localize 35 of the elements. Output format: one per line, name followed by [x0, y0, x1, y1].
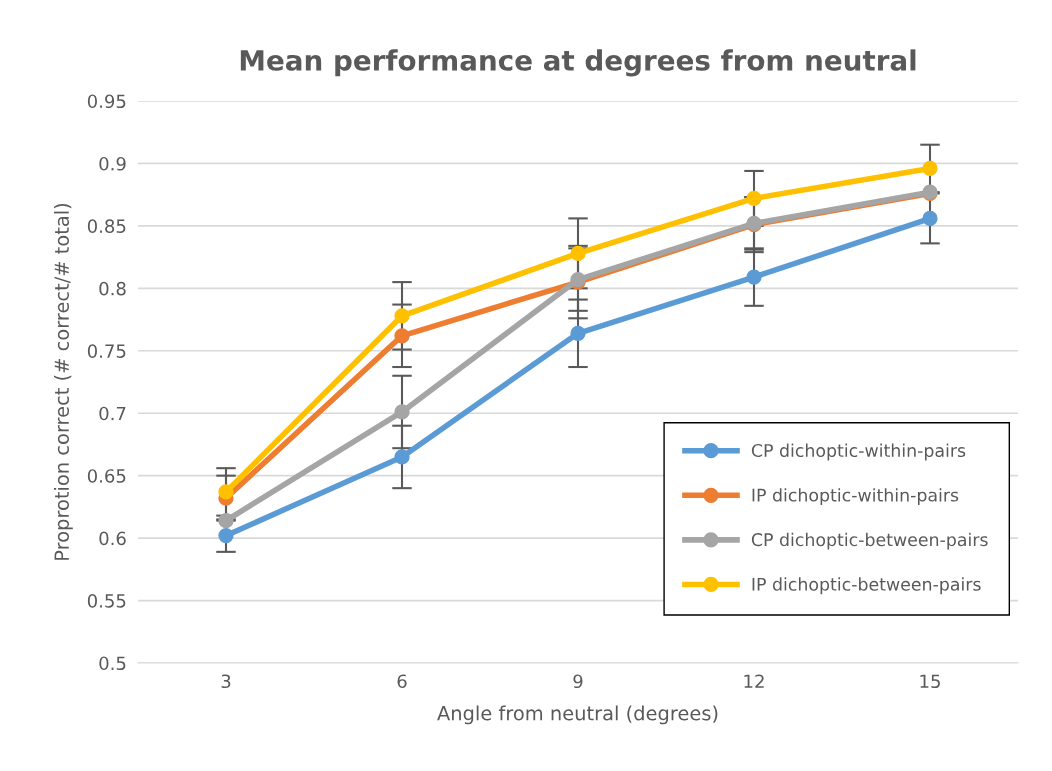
legend-label: CP dichoptic-between-pairs: [751, 532, 988, 550]
x-tick-label: 6: [397, 674, 407, 689]
point: [746, 269, 762, 285]
y-tick-label: 0.75: [87, 344, 126, 358]
point: [746, 190, 762, 207]
y-tick-label: 0.9: [99, 156, 126, 171]
legend-label: IP dichoptic-within-pairs: [752, 488, 959, 505]
point: [570, 325, 586, 341]
point: [394, 449, 410, 465]
x-tick-label: 12: [744, 674, 764, 688]
point: [394, 328, 410, 344]
legend-label: CP dichoptic-within-pairs: [751, 443, 966, 461]
point: [922, 210, 938, 227]
y-tick-label: 0.5: [99, 656, 126, 671]
x-axis-title: Angle from neutral (degrees): [437, 705, 718, 725]
y-tick-label: 0.85: [87, 219, 126, 234]
y-tick-label: 0.6: [99, 531, 126, 546]
y-tick-label: 0.55: [87, 594, 126, 608]
point: [218, 527, 234, 544]
x-tick-label: 15: [920, 674, 940, 689]
point: [922, 160, 938, 177]
point: [394, 404, 410, 420]
point: [394, 308, 410, 324]
y-tick-label: 0.95: [87, 94, 126, 109]
chart-title: Mean performance at degrees from neutral: [240, 49, 916, 77]
point: [218, 512, 234, 529]
y-tick-label: 0.65: [87, 469, 126, 483]
y-tick-label: 0.7: [99, 406, 126, 421]
point: [218, 484, 234, 500]
x-tick-label: 3: [221, 674, 231, 689]
point: [570, 245, 586, 262]
y-tick-label: 0.8: [99, 281, 126, 296]
x-tick-label: 9: [573, 674, 583, 689]
legend-label: IP dichoptic-between-pairs: [752, 577, 981, 595]
y-axis-title: Proprotion correct (# correct/# total): [53, 203, 73, 560]
